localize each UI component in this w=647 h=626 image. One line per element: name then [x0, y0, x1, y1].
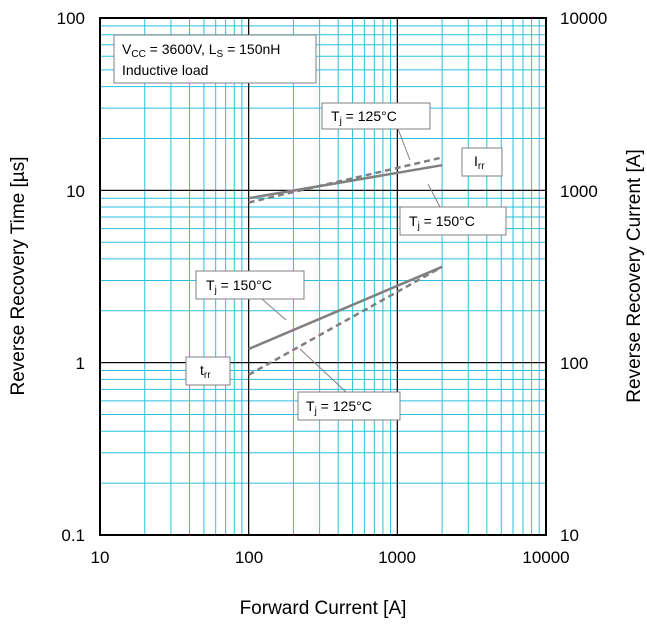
svg-text:trr: trr [200, 362, 211, 381]
x-tick-label: 10000 [522, 548, 569, 567]
svg-text:Tj = 150°C: Tj = 150°C [206, 277, 272, 296]
series-layer [248, 156, 443, 376]
x-ticks: 10 100 1000 10000 [91, 548, 570, 567]
y-right-tick-label: 1000 [560, 182, 598, 201]
y-right-tick-label: 10 [560, 526, 579, 545]
y-tick-label: 0.1 [61, 526, 85, 545]
x-tick-label: 1000 [378, 548, 416, 567]
trr-tj150-leader [261, 298, 287, 321]
conditions-box: VCC = 3600V, LS = 150nH Inductive load [113, 34, 317, 84]
x-tick-label: 10 [91, 548, 110, 567]
svg-text:Tj = 150°C: Tj = 150°C [409, 213, 475, 232]
y-right-tick-label: 10000 [560, 9, 607, 28]
trr-tj150-callout: Tj = 150°C [195, 270, 305, 300]
plot-background [100, 18, 546, 535]
y-ticks-right: 10 100 1000 10000 [560, 9, 607, 545]
plot-frame [99, 17, 547, 536]
series-line-2 [248, 265, 443, 351]
y-axis-title-right: Reverse Recovery Current [A] [624, 149, 645, 402]
series-line-3 [248, 265, 443, 376]
callout-leaders [261, 128, 441, 393]
y-tick-label: 1 [76, 354, 85, 373]
x-tick-label: 100 [235, 548, 263, 567]
irr-tj150-leader [427, 183, 441, 208]
series-line-1 [248, 156, 443, 204]
irr-label-callout: Irr [461, 147, 503, 177]
series-line-0 [248, 163, 443, 200]
trr-tj125-leader [299, 348, 347, 393]
irr-tj125-leader [397, 128, 411, 161]
conditions-line-1: VCC = 3600V, LS = 150nH [122, 41, 280, 60]
y-right-tick-label: 100 [560, 354, 588, 373]
y-axis-title-left: Reverse Recovery Time [µs] [8, 156, 29, 395]
trr-tj125-callout: Tj = 125°C [297, 391, 401, 421]
y-ticks-left: 0.1 1 10 100 [57, 9, 85, 545]
y-tick-label: 10 [66, 182, 85, 201]
irr-tj150-callout: Tj = 150°C [399, 206, 507, 236]
svg-text:Tj = 125°C: Tj = 125°C [306, 398, 372, 417]
irr-tj125-callout: Tj = 125°C [321, 102, 431, 130]
conditions-line-2: Inductive load [122, 62, 208, 78]
svg-text:Irr: Irr [474, 153, 485, 172]
y-tick-label: 100 [57, 9, 85, 28]
svg-text:Tj = 125°C: Tj = 125°C [331, 108, 397, 127]
x-axis-title: Forward Current [A] [240, 598, 407, 619]
trr-label-callout: trr [185, 356, 231, 386]
